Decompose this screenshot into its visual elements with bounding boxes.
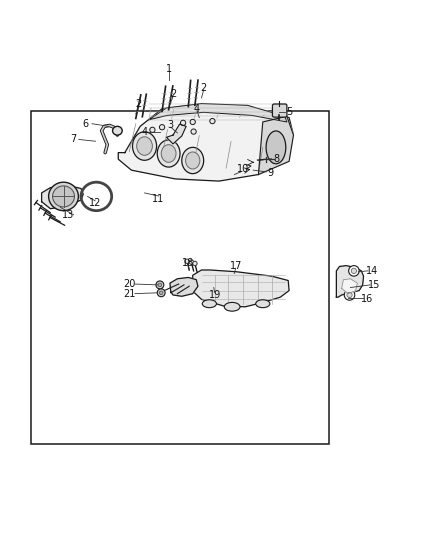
- Polygon shape: [166, 124, 186, 144]
- Polygon shape: [342, 279, 357, 294]
- Circle shape: [185, 259, 189, 263]
- Circle shape: [347, 292, 352, 297]
- Circle shape: [210, 118, 215, 124]
- Polygon shape: [193, 270, 289, 307]
- Text: 6: 6: [82, 119, 88, 128]
- Text: 2: 2: [201, 83, 207, 93]
- Ellipse shape: [266, 131, 286, 164]
- Polygon shape: [258, 116, 293, 174]
- Ellipse shape: [161, 144, 176, 163]
- Text: 12: 12: [89, 198, 101, 208]
- Text: 4: 4: [194, 104, 200, 114]
- Text: 7: 7: [71, 134, 77, 144]
- Text: 2: 2: [135, 100, 141, 109]
- Circle shape: [159, 125, 165, 130]
- Circle shape: [191, 129, 196, 134]
- Text: 8: 8: [273, 154, 279, 164]
- Text: 21: 21: [123, 289, 135, 298]
- Text: 18: 18: [182, 258, 194, 268]
- Text: 11: 11: [152, 193, 164, 204]
- Circle shape: [158, 283, 162, 287]
- Circle shape: [193, 261, 197, 265]
- Polygon shape: [170, 278, 198, 296]
- Circle shape: [157, 289, 165, 297]
- Text: 5: 5: [286, 107, 292, 117]
- Ellipse shape: [224, 302, 240, 311]
- Circle shape: [189, 260, 194, 264]
- Bar: [31, 111, 328, 444]
- Text: 1: 1: [166, 64, 172, 75]
- Circle shape: [190, 119, 195, 125]
- Polygon shape: [149, 103, 287, 122]
- Ellipse shape: [256, 300, 270, 308]
- Circle shape: [180, 120, 186, 125]
- Text: 3: 3: [168, 120, 174, 130]
- Circle shape: [349, 265, 359, 276]
- Circle shape: [344, 290, 355, 300]
- Text: 2: 2: [170, 90, 176, 99]
- Ellipse shape: [137, 137, 152, 155]
- Text: 10: 10: [237, 164, 249, 174]
- Ellipse shape: [182, 147, 204, 174]
- Circle shape: [156, 281, 164, 289]
- Text: 13: 13: [62, 210, 74, 220]
- Text: 19: 19: [208, 290, 221, 300]
- Text: 14: 14: [366, 266, 378, 276]
- Ellipse shape: [186, 152, 200, 169]
- Text: 4: 4: [141, 127, 148, 136]
- Polygon shape: [336, 265, 364, 297]
- Text: 9: 9: [268, 168, 274, 178]
- FancyBboxPatch shape: [272, 104, 287, 117]
- Circle shape: [351, 268, 357, 273]
- Ellipse shape: [202, 300, 216, 308]
- Ellipse shape: [132, 132, 157, 160]
- Circle shape: [159, 291, 163, 295]
- Ellipse shape: [113, 126, 122, 135]
- Text: 15: 15: [368, 280, 381, 290]
- Circle shape: [150, 127, 155, 133]
- Text: 16: 16: [361, 294, 373, 304]
- Ellipse shape: [49, 182, 78, 211]
- Polygon shape: [118, 104, 293, 181]
- Text: 17: 17: [230, 261, 242, 271]
- Ellipse shape: [157, 140, 180, 167]
- Text: 20: 20: [123, 279, 135, 289]
- Polygon shape: [42, 185, 83, 209]
- Ellipse shape: [53, 186, 74, 207]
